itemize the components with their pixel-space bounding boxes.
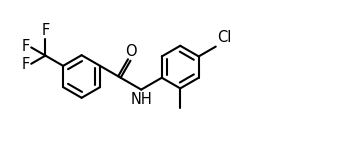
Text: NH: NH (130, 92, 152, 107)
Text: F: F (21, 57, 29, 72)
Text: F: F (41, 23, 50, 38)
Text: F: F (21, 39, 29, 54)
Text: Cl: Cl (217, 30, 232, 45)
Text: O: O (124, 44, 136, 59)
